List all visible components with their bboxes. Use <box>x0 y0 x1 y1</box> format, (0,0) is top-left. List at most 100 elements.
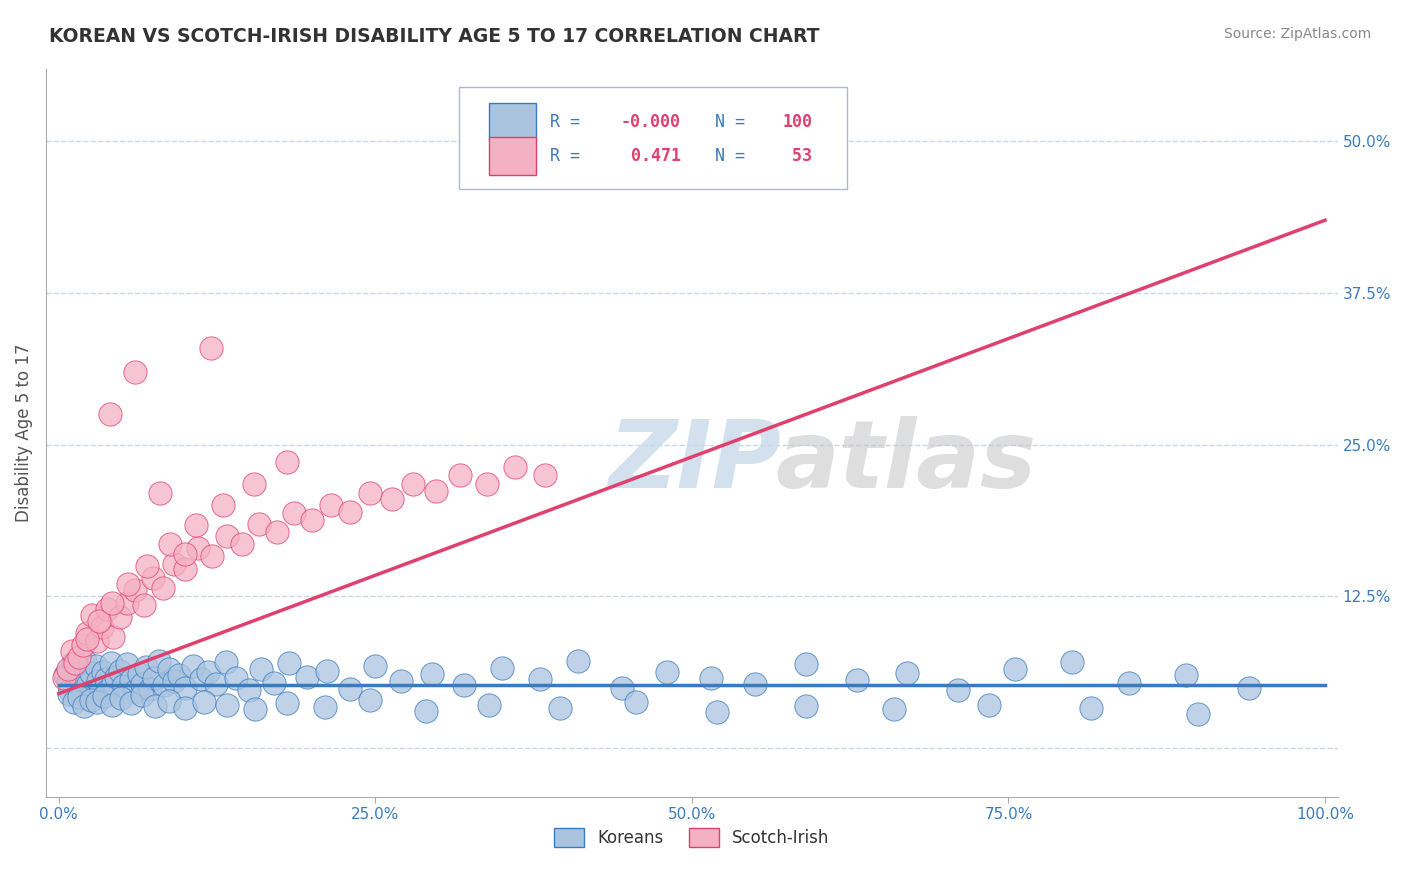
Point <box>794 657 817 672</box>
Point <box>612 681 634 695</box>
Point <box>225 671 247 685</box>
Point <box>86 634 108 648</box>
Point <box>359 486 381 500</box>
Point <box>108 610 131 624</box>
Point <box>90 620 112 634</box>
Point <box>301 513 323 527</box>
Point <box>316 664 339 678</box>
Text: R =: R = <box>550 112 591 131</box>
Point <box>82 684 104 698</box>
Point <box>56 674 79 689</box>
Point <box>364 658 387 673</box>
FancyBboxPatch shape <box>489 137 536 175</box>
Point <box>132 598 155 612</box>
Point <box>491 661 513 675</box>
Text: ZIP: ZIP <box>607 416 780 508</box>
Point <box>250 662 273 676</box>
Point <box>59 682 82 697</box>
Text: atlas: atlas <box>776 416 1038 508</box>
Point <box>359 692 381 706</box>
Point <box>103 675 125 690</box>
Point <box>124 365 146 379</box>
Text: KOREAN VS SCOTCH-IRISH DISABILITY AGE 5 TO 17 CORRELATION CHART: KOREAN VS SCOTCH-IRISH DISABILITY AGE 5 … <box>49 27 820 45</box>
Point <box>104 670 127 684</box>
Text: R =: R = <box>550 147 600 165</box>
Point <box>212 499 235 513</box>
Point <box>66 662 89 676</box>
Point <box>402 476 425 491</box>
Point <box>89 614 111 628</box>
Point <box>979 698 1001 712</box>
Point <box>1060 655 1083 669</box>
Point <box>153 678 176 692</box>
Point <box>94 672 117 686</box>
Point <box>159 537 181 551</box>
Point <box>73 698 96 713</box>
Point <box>174 701 197 715</box>
Point <box>77 677 100 691</box>
Point <box>1187 707 1209 722</box>
Point <box>101 596 124 610</box>
Point <box>62 657 84 671</box>
Point <box>174 681 197 695</box>
Point <box>845 673 868 688</box>
Text: -0.000: -0.000 <box>621 112 681 131</box>
Point <box>319 499 342 513</box>
Text: 53: 53 <box>782 147 813 165</box>
Point <box>75 654 97 668</box>
Point <box>1080 701 1102 715</box>
Point <box>84 658 107 673</box>
Point <box>1174 668 1197 682</box>
Point <box>184 517 207 532</box>
Point <box>67 690 90 705</box>
Point <box>76 632 98 646</box>
Point <box>217 529 239 543</box>
Point <box>415 704 437 718</box>
Point <box>149 486 172 500</box>
Point <box>115 596 138 610</box>
Point <box>425 483 447 498</box>
Point <box>110 691 132 706</box>
Point <box>883 702 905 716</box>
Point <box>91 665 114 679</box>
Point <box>1237 681 1260 695</box>
Point <box>90 681 112 695</box>
Point <box>200 341 222 355</box>
Point <box>56 662 79 676</box>
Point <box>1118 675 1140 690</box>
Point <box>205 677 228 691</box>
Point <box>72 638 94 652</box>
Point <box>453 678 475 692</box>
Point <box>295 670 318 684</box>
Point <box>117 577 139 591</box>
Point <box>157 662 180 676</box>
Point <box>131 688 153 702</box>
Point <box>276 455 298 469</box>
Point <box>744 677 766 691</box>
Point <box>80 607 103 622</box>
Point <box>79 692 101 706</box>
Point <box>231 537 253 551</box>
Point <box>1004 662 1026 676</box>
Text: 0.471: 0.471 <box>621 147 681 165</box>
Point <box>794 698 817 713</box>
Point <box>63 695 86 709</box>
Point <box>163 557 186 571</box>
Point <box>548 701 571 715</box>
Point <box>706 705 728 719</box>
Point <box>201 549 224 564</box>
Point <box>112 679 135 693</box>
Point <box>896 665 918 680</box>
Point <box>624 695 647 709</box>
Point <box>142 671 165 685</box>
Point <box>167 668 190 682</box>
Point <box>389 674 412 689</box>
Text: Source: ZipAtlas.com: Source: ZipAtlas.com <box>1223 27 1371 41</box>
Point <box>243 476 266 491</box>
Point <box>97 682 120 697</box>
Point <box>93 689 115 703</box>
Legend: Koreans, Scotch-Irish: Koreans, Scotch-Irish <box>547 822 837 854</box>
Point <box>238 682 260 697</box>
Point <box>314 700 336 714</box>
Point <box>422 667 444 681</box>
